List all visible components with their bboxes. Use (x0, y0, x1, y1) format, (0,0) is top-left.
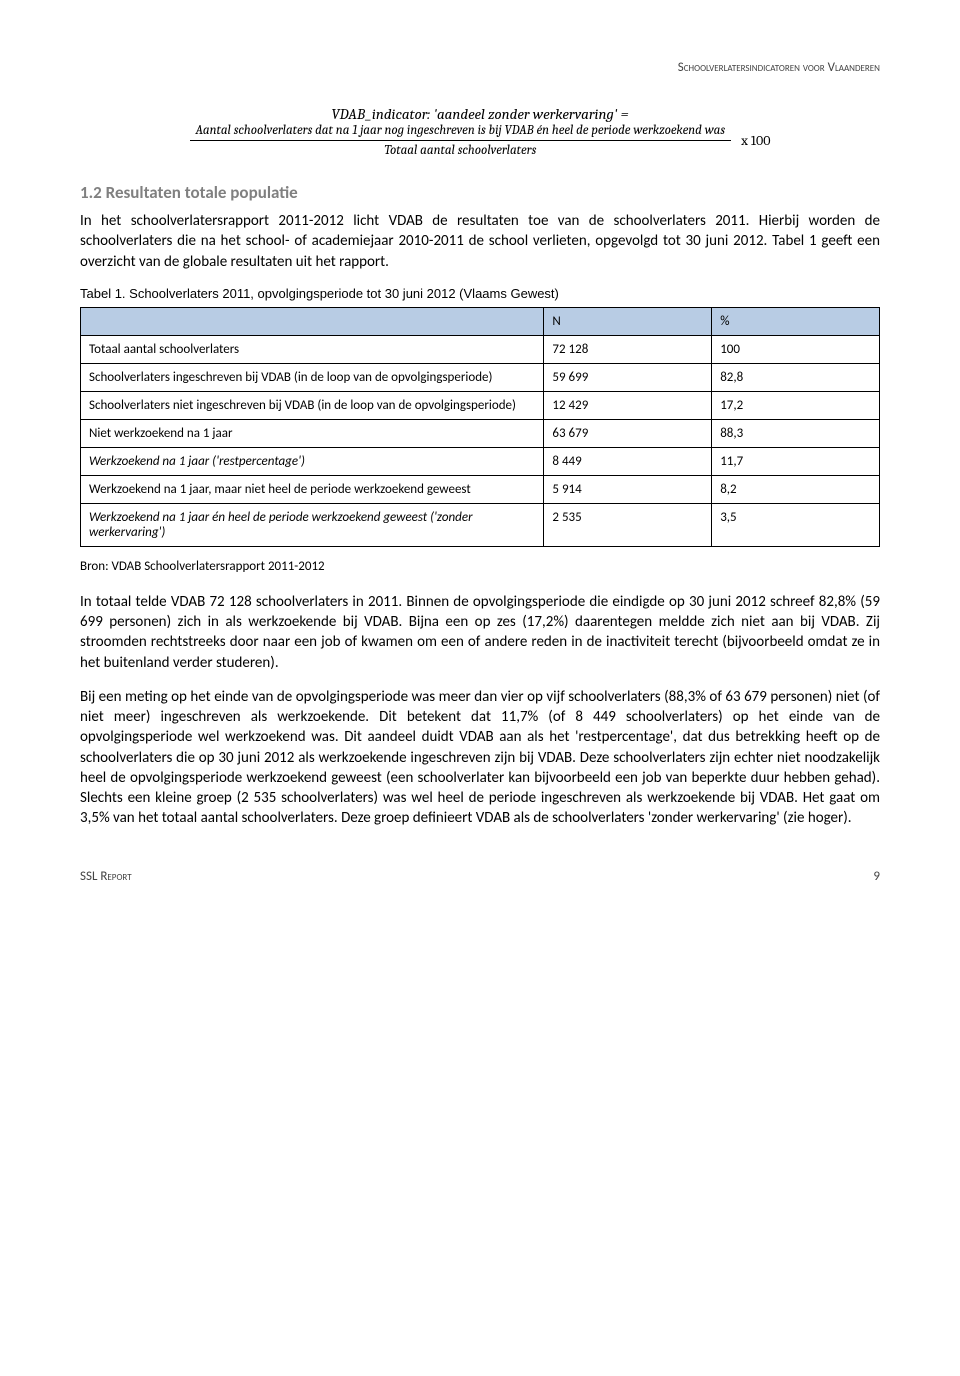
table-row: Werkzoekend na 1 jaar ('restpercentage')… (81, 447, 880, 475)
running-header: Schoolverlatersindicatoren voor Vlaander… (80, 60, 880, 75)
col-empty (81, 307, 544, 335)
row-pct: 17,2 (712, 391, 880, 419)
row-pct: 88,3 (712, 419, 880, 447)
row-pct: 100 (712, 335, 880, 363)
row-label: Totaal aantal schoolverlaters (81, 335, 544, 363)
table-caption: Tabel 1. Schoolverlaters 2011, opvolging… (80, 286, 880, 301)
table-source: Bron: VDAB Schoolverlatersrapport 2011-2… (80, 559, 880, 574)
footer-right: 9 (873, 869, 880, 884)
row-label: Werkzoekend na 1 jaar ('restpercentage') (81, 447, 544, 475)
body-paragraph-3: Bij een meting op het einde van de opvol… (80, 687, 880, 829)
row-n: 8 449 (544, 447, 712, 475)
row-pct: 11,7 (712, 447, 880, 475)
formula-denominator: Totaal aantal schoolverlaters (190, 141, 732, 158)
table-row: Niet werkzoekend na 1 jaar 63 679 88,3 (81, 419, 880, 447)
row-n: 72 128 (544, 335, 712, 363)
table-row: Schoolverlaters niet ingeschreven bij VD… (81, 391, 880, 419)
table-row: Werkzoekend na 1 jaar, maar niet heel de… (81, 475, 880, 503)
col-n: N (544, 307, 712, 335)
row-n: 59 699 (544, 363, 712, 391)
row-pct: 3,5 (712, 503, 880, 546)
row-n: 2 535 (544, 503, 712, 546)
table-row: Schoolverlaters ingeschreven bij VDAB (i… (81, 363, 880, 391)
row-label: Niet werkzoekend na 1 jaar (81, 419, 544, 447)
page-footer: SSL Report 9 (80, 869, 880, 884)
table-header-row: N % (81, 307, 880, 335)
row-n: 5 914 (544, 475, 712, 503)
formula-lhs: VDAB_indicator: 'aandeel zonder werkerva… (80, 105, 880, 123)
row-label: Werkzoekend na 1 jaar én heel de periode… (81, 503, 544, 546)
row-n: 12 429 (544, 391, 712, 419)
row-label: Schoolverlaters ingeschreven bij VDAB (i… (81, 363, 544, 391)
section-heading: 1.2 Resultaten totale populatie (80, 182, 880, 203)
row-label: Werkzoekend na 1 jaar, maar niet heel de… (81, 475, 544, 503)
formula-numerator: Aantal schoolverlaters dat na 1 jaar nog… (190, 123, 732, 141)
formula-block: VDAB_indicator: 'aandeel zonder werkerva… (80, 105, 880, 158)
results-table: N % Totaal aantal schoolverlaters 72 128… (80, 307, 880, 547)
col-pct: % (712, 307, 880, 335)
table-row: Totaal aantal schoolverlaters 72 128 100 (81, 335, 880, 363)
formula-tail: x 100 (737, 132, 770, 149)
row-pct: 82,8 (712, 363, 880, 391)
footer-left: SSL Report (80, 869, 132, 884)
intro-paragraph: In het schoolverlatersrapport 2011-2012 … (80, 211, 880, 272)
row-label: Schoolverlaters niet ingeschreven bij VD… (81, 391, 544, 419)
row-pct: 8,2 (712, 475, 880, 503)
body-paragraph-2: In totaal telde VDAB 72 128 schoolverlat… (80, 592, 880, 673)
row-n: 63 679 (544, 419, 712, 447)
formula-fraction: Aantal schoolverlaters dat na 1 jaar nog… (190, 123, 732, 158)
table-row: Werkzoekend na 1 jaar én heel de periode… (81, 503, 880, 546)
